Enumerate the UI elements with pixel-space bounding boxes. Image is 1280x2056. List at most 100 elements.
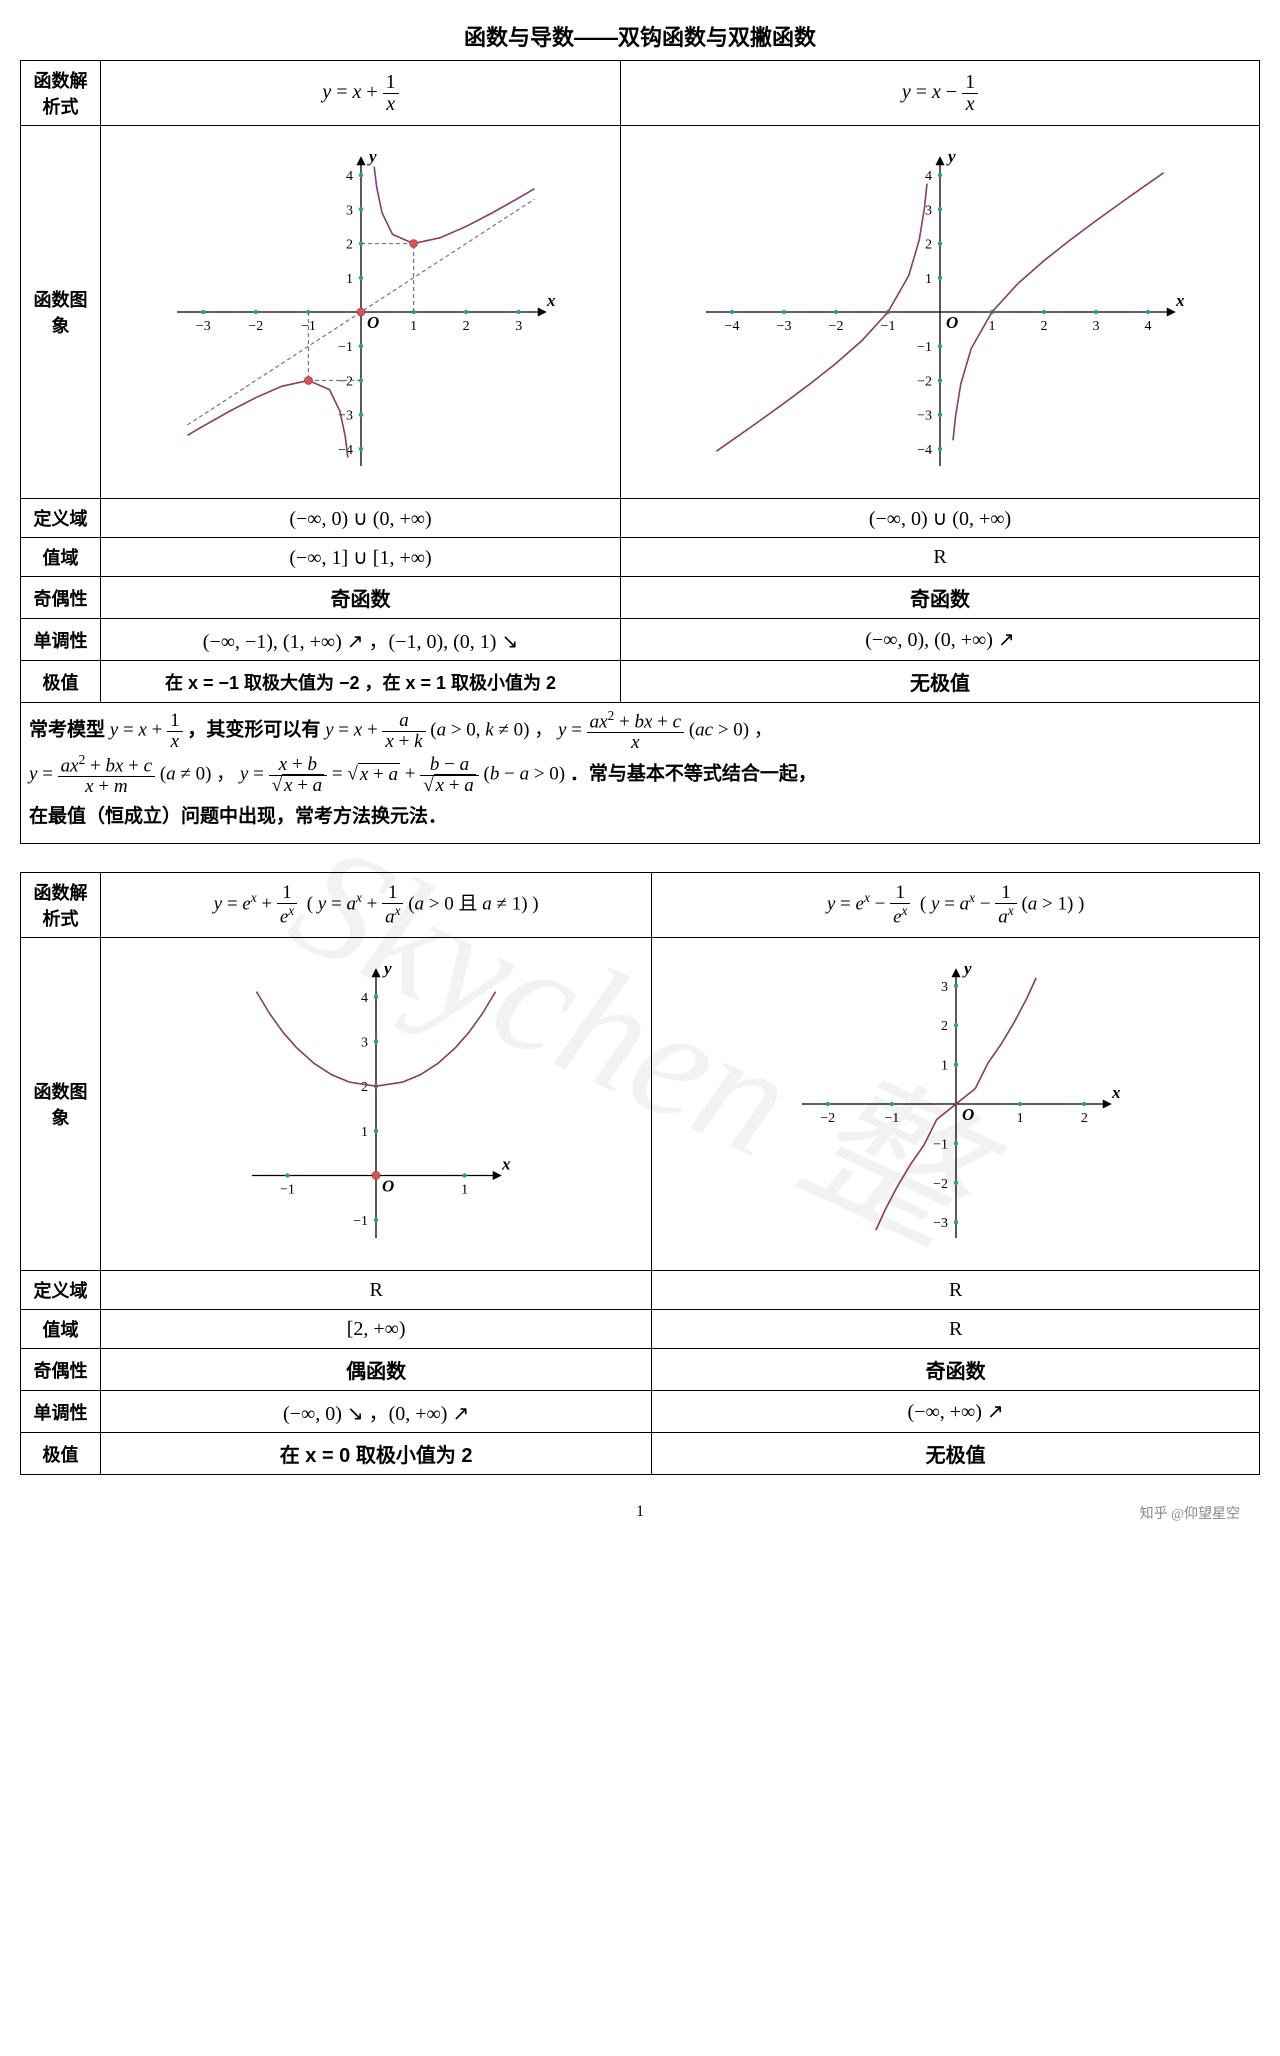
t2-domain2: R: [652, 1271, 1260, 1310]
row-label-expr: 函数解析式: [21, 61, 101, 126]
svg-text:−3: −3: [917, 409, 932, 424]
svg-text:x: x: [501, 1155, 511, 1174]
svg-text:y: y: [382, 959, 392, 978]
t1-chart1: xyO−3−2−1123−4−3−2−11234: [101, 126, 621, 499]
row2-label-domain: 定义域: [21, 1271, 101, 1310]
svg-text:O: O: [946, 313, 958, 332]
svg-text:−1: −1: [933, 1138, 948, 1153]
svg-text:3: 3: [515, 319, 522, 334]
t2-mono2: (−∞, +∞) ↗: [652, 1391, 1260, 1433]
row-label-domain: 定义域: [21, 499, 101, 538]
row2-label-expr: 函数解析式: [21, 873, 101, 938]
svg-text:−2: −2: [248, 319, 263, 334]
svg-text:−1: −1: [338, 340, 353, 355]
svg-text:−4: −4: [725, 319, 740, 334]
svg-text:2: 2: [1041, 319, 1048, 334]
svg-text:−2: −2: [829, 319, 844, 334]
note-end: 在最值（恒成立）问题中出现，常考方法换元法．: [29, 806, 447, 827]
t2-range1: [2, +∞): [101, 1310, 652, 1349]
t1-chart2: xyO−4−3−2−11234−4−3−2−11234: [621, 126, 1260, 499]
t2-parity1: 偶函数: [101, 1349, 652, 1391]
svg-text:2: 2: [462, 319, 469, 334]
svg-text:x: x: [546, 291, 556, 310]
t1-note: 常考模型 y = x + 1x ，其变形可以有 y = x + ax + k (…: [21, 703, 1260, 844]
t1-domain2: (−∞, 0) ∪ (0, +∞): [621, 499, 1260, 538]
row2-label-graph: 函数图象: [21, 938, 101, 1271]
t2-domain1: R: [101, 1271, 652, 1310]
svg-text:4: 4: [361, 991, 368, 1006]
svg-text:2: 2: [1080, 1111, 1087, 1126]
svg-text:3: 3: [925, 203, 932, 218]
svg-text:−1: −1: [353, 1214, 368, 1229]
svg-text:−4: −4: [917, 443, 932, 458]
svg-text:O: O: [962, 1105, 974, 1124]
svg-text:O: O: [382, 1177, 394, 1196]
svg-text:1: 1: [461, 1183, 468, 1198]
svg-text:2: 2: [925, 238, 932, 253]
svg-text:1: 1: [1016, 1111, 1023, 1126]
t1-parity1: 奇函数: [101, 577, 621, 619]
svg-text:3: 3: [361, 1036, 368, 1051]
svg-text:1: 1: [410, 319, 417, 334]
row-label-parity: 奇偶性: [21, 577, 101, 619]
svg-text:−1: −1: [280, 1183, 295, 1198]
svg-text:y: y: [962, 959, 972, 978]
svg-text:1: 1: [989, 319, 996, 334]
row2-label-mono: 单调性: [21, 1391, 101, 1433]
svg-text:1: 1: [361, 1125, 368, 1140]
svg-text:−1: −1: [917, 340, 932, 355]
footer-attribution: 知乎 @仰望星空: [20, 1503, 1260, 1523]
t1-range2: R: [621, 538, 1260, 577]
table-1: 函数解析式 y = x + 1x y = x − 1x 函数图象 x y O −3 −2…: [20, 60, 1260, 844]
row-label-mono: 单调性: [21, 619, 101, 661]
note-pre: 常考模型: [29, 719, 105, 740]
t1-range1: (−∞, 1] ∪ [1, +∞): [101, 538, 621, 577]
t2-parity2: 奇函数: [652, 1349, 1260, 1391]
t2-f1-expr: y = ex + 1ex ( y = ax + 1ax (a > 0 且 a ≠…: [101, 873, 652, 938]
svg-text:4: 4: [925, 169, 932, 184]
row-label-ext: 极值: [21, 661, 101, 703]
svg-text:y: y: [946, 147, 956, 166]
svg-text:2: 2: [941, 1019, 948, 1034]
t2-ext2: 无极值: [652, 1433, 1260, 1475]
t2-range2: R: [652, 1310, 1260, 1349]
t1-ext2: 无极值: [621, 661, 1260, 703]
t1-domain1: (−∞, 0) ∪ (0, +∞): [101, 499, 621, 538]
svg-text:1: 1: [925, 272, 932, 287]
svg-text:2: 2: [346, 238, 353, 253]
svg-text:−1: −1: [881, 319, 896, 334]
note-mid1: ，其变形可以有: [187, 719, 320, 740]
svg-text:−1: −1: [884, 1111, 899, 1126]
t1-mono1: (−∞, −1), (1, +∞) ↗ ，(−1, 0), (0, 1) ↘: [101, 619, 621, 661]
row-label-graph: 函数图象: [21, 126, 101, 499]
page-title: 函数与导数——双钩函数与双撇函数: [20, 20, 1260, 52]
row2-label-ext: 极值: [21, 1433, 101, 1475]
svg-text:−3: −3: [933, 1217, 948, 1232]
t1-mono2: (−∞, 0), (0, +∞) ↗: [621, 619, 1260, 661]
svg-text:−2: −2: [933, 1177, 948, 1192]
table-2: 函数解析式 y = ex + 1ex ( y = ax + 1ax (a > 0…: [20, 872, 1260, 1475]
row-label-range: 值域: [21, 538, 101, 577]
t1-f1-expr: y = x + 1x: [101, 61, 621, 126]
svg-text:−2: −2: [338, 374, 353, 389]
svg-text:3: 3: [346, 203, 353, 218]
svg-text:4: 4: [1145, 319, 1152, 334]
svg-text:x: x: [1111, 1083, 1121, 1102]
svg-text:1: 1: [941, 1059, 948, 1074]
svg-text:3: 3: [941, 980, 948, 995]
svg-text:2: 2: [361, 1080, 368, 1095]
svg-text:y: y: [367, 147, 377, 166]
t2-f2-expr: y = ex − 1ex ( y = ax − 1ax (a > 1) ): [652, 873, 1260, 938]
svg-text:−3: −3: [195, 319, 210, 334]
row2-label-range: 值域: [21, 1310, 101, 1349]
t2-chart2: x y O −2 −1 1 2 −3 −2 −1 1 2 3: [652, 938, 1260, 1271]
svg-text:4: 4: [346, 169, 353, 184]
t1-f2-expr: y = x − 1x: [621, 61, 1260, 126]
t1-ext1: 在 x = −1 取极大值为 −2 ，在 x = 1 取极小值为 2: [101, 661, 621, 703]
svg-text:x: x: [1175, 291, 1185, 310]
svg-text:−2: −2: [820, 1111, 835, 1126]
row2-label-parity: 奇偶性: [21, 1349, 101, 1391]
t1-parity2: 奇函数: [621, 577, 1260, 619]
t2-chart1: x y O −1 1 −1 1 2 3 4: [101, 938, 652, 1271]
svg-text:O: O: [367, 313, 379, 332]
